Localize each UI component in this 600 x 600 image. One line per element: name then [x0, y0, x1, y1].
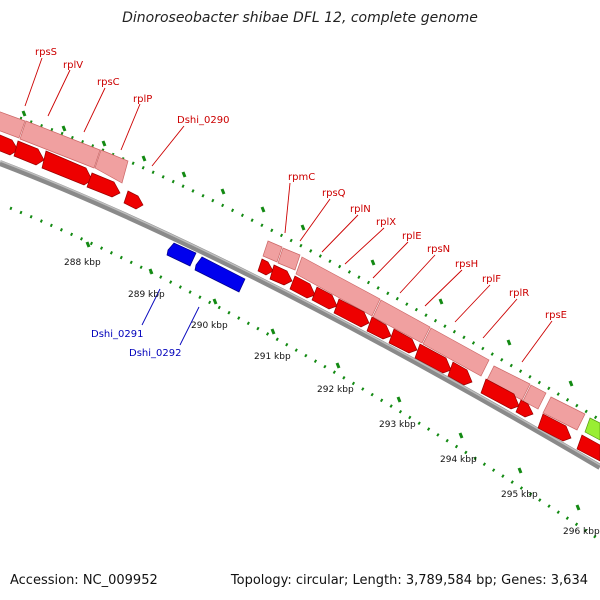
gene-arrow: [447, 361, 473, 386]
gene-arrow: [515, 399, 534, 418]
operon-box-right-2: [277, 247, 301, 271]
gene-label-rplX[interactable]: rplX: [376, 217, 396, 228]
operon-box-left-2: [19, 120, 101, 169]
operon-box-left-3: [94, 149, 129, 184]
accession-text: Accession: NC_009952: [10, 573, 158, 588]
kbp-label: 296 kbp: [563, 527, 600, 537]
gene-label-rpsC[interactable]: rpsC: [97, 77, 120, 88]
gene-arrow: [289, 275, 316, 299]
gene-arrow: [576, 434, 600, 462]
gene-arrow: [0, 134, 19, 156]
kbp-label: 291 kbp: [254, 352, 291, 362]
reverse-genes: [166, 242, 246, 293]
kbp-label: 289 kbp: [128, 290, 165, 300]
outer-tick-dots: [19, 116, 600, 422]
gene-arrow: [414, 343, 452, 374]
gene-arrow: [388, 328, 418, 354]
kbp-label: 294 kbp: [440, 455, 477, 465]
genome-backbone-highlight: [0, 160, 600, 466]
kbp-label: 293 kbp: [379, 420, 416, 430]
inner-major-ticks: [85, 241, 581, 511]
blue-leader-lines: [141, 288, 200, 346]
gene-label-rpsN[interactable]: rpsN: [427, 244, 450, 255]
gene-label-rplR[interactable]: rplR: [509, 288, 529, 299]
gene-arrow: [86, 172, 121, 198]
gene-label-rplP[interactable]: rplP: [133, 94, 152, 105]
green-gene: [584, 417, 600, 441]
operon-box-right-1: [262, 240, 283, 263]
genome-summary-text: Topology: circular; Length: 3,789,584 bp…: [230, 573, 588, 588]
operon-box-right-8: [542, 396, 586, 431]
gene-arrow: [123, 190, 144, 210]
gene-arrow: [333, 298, 370, 328]
label-leader-lines: [24, 57, 553, 363]
gene-label-rpsQ[interactable]: rpsQ: [322, 188, 346, 199]
gene-label-rplV[interactable]: rplV: [63, 60, 83, 71]
gene-arrow: [537, 413, 572, 442]
gene-label-dshi-0291[interactable]: Dshi_0291: [91, 329, 143, 340]
operon-box-right-3: [295, 256, 381, 317]
operon-box-left-1: [0, 111, 26, 139]
gene-label-rplN[interactable]: rplN: [350, 204, 371, 215]
kbp-label: 288 kbp: [64, 258, 101, 268]
gene-label-dshi-0290[interactable]: Dshi_0290: [177, 115, 229, 126]
map-title: Dinoroseobacter shibae DFL 12, complete …: [122, 10, 478, 26]
gene-arrow: [366, 316, 392, 340]
kbp-label: 290 kbp: [191, 321, 228, 331]
gene-label-rpsE[interactable]: rpsE: [545, 310, 567, 321]
gene-label-rplF[interactable]: rplF: [482, 274, 501, 285]
operon-box-right-5: [422, 327, 490, 377]
gene-arrow: [194, 256, 246, 293]
gene-label-rpmC[interactable]: rpmC: [288, 172, 315, 183]
gene-arrow: [311, 286, 338, 310]
operon-box-right-7: [522, 384, 547, 410]
genome-backbone: [0, 160, 600, 470]
gene-arrow: [13, 140, 45, 166]
gene-label-rpsS[interactable]: rpsS: [35, 47, 57, 58]
outer-major-ticks: [21, 110, 574, 387]
gene-label-dshi-0292[interactable]: Dshi_0292: [129, 348, 181, 359]
kbp-label: 295 kbp: [501, 490, 538, 500]
inner-tick-dots: [9, 206, 600, 542]
forward-genes: [0, 134, 600, 462]
kbp-label: 292 kbp: [317, 385, 354, 395]
gene-arrow: [480, 378, 520, 410]
gene-label-rpsH[interactable]: rpsH: [455, 259, 478, 270]
operon-box-right-4: [372, 299, 431, 344]
gene-arrow: [257, 258, 274, 276]
gene-arrow: [166, 242, 197, 267]
operon-box-right-6: [485, 365, 531, 401]
gene-label-rplE[interactable]: rplE: [402, 231, 422, 242]
operon-boxes: [0, 111, 586, 431]
gene-arrow: [41, 150, 93, 186]
gene-arrow: [269, 264, 293, 286]
